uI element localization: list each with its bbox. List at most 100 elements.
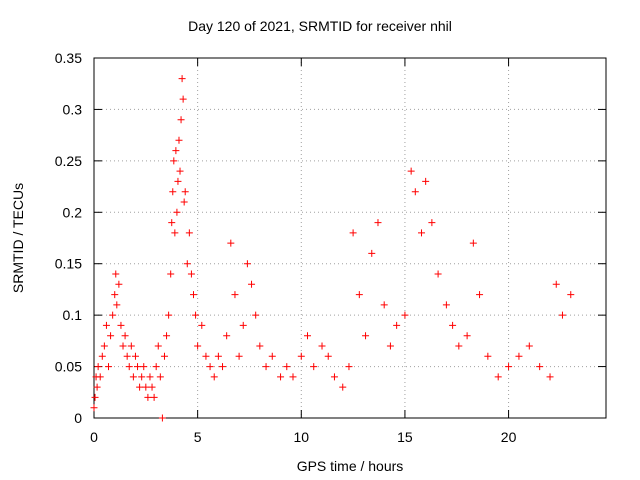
- data-point: [476, 291, 484, 299]
- data-point: [174, 177, 182, 185]
- data-point: [567, 291, 575, 299]
- data-point: [411, 188, 419, 196]
- x-tick-label: 10: [293, 429, 309, 445]
- data-point: [494, 373, 502, 381]
- y-tick-label: 0.35: [55, 50, 82, 66]
- data-point: [119, 342, 127, 350]
- data-point: [380, 301, 388, 309]
- data-point: [172, 147, 180, 155]
- plot-border: [93, 57, 607, 419]
- data-point: [434, 270, 442, 278]
- data-point: [136, 383, 144, 391]
- data-point: [289, 373, 297, 381]
- data-point: [304, 332, 312, 340]
- grid-lines: [94, 58, 606, 418]
- data-point: [536, 363, 544, 371]
- data-point: [401, 311, 409, 319]
- data-point: [558, 311, 566, 319]
- data-point: [355, 291, 363, 299]
- data-point: [455, 342, 463, 350]
- data-point: [422, 177, 430, 185]
- data-point: [248, 280, 256, 288]
- data-point: [192, 311, 200, 319]
- data-point: [362, 332, 370, 340]
- data-point: [463, 332, 471, 340]
- data-point: [90, 404, 98, 412]
- chart-title: Day 120 of 2021, SRMTID for receiver nhi…: [188, 18, 452, 34]
- data-point: [170, 157, 178, 165]
- data-point: [231, 291, 239, 299]
- data-point: [96, 373, 104, 381]
- data-point: [484, 352, 492, 360]
- data-point: [100, 342, 108, 350]
- y-tick-label: 0.3: [63, 101, 83, 117]
- y-tick-label: 0.1: [63, 307, 83, 323]
- data-point: [546, 373, 554, 381]
- data-point: [177, 116, 185, 124]
- data-point: [105, 363, 113, 371]
- data-point: [407, 167, 415, 175]
- data-point: [219, 363, 227, 371]
- data-point: [152, 363, 160, 371]
- data-point: [194, 342, 202, 350]
- data-point: [345, 363, 353, 371]
- data-point: [112, 270, 120, 278]
- data-point: [297, 352, 305, 360]
- x-tick-label: 5: [194, 429, 202, 445]
- data-point: [171, 229, 179, 237]
- data-point: [386, 342, 394, 350]
- data-point: [115, 280, 123, 288]
- data-point: [144, 393, 152, 401]
- data-point: [129, 373, 137, 381]
- data-point: [339, 383, 347, 391]
- data-point: [515, 352, 523, 360]
- data-point: [187, 270, 195, 278]
- y-tick-label: 0.2: [63, 204, 83, 220]
- axis-ticks: 0 0.05 0.1 0.15 0.2 0.25 0.3 0.35 0 5 10 15 20: [55, 50, 606, 445]
- data-point: [418, 229, 426, 237]
- data-point: [146, 373, 154, 381]
- data-point: [138, 373, 146, 381]
- data-point: [156, 373, 164, 381]
- y-tick-label: 0.05: [55, 359, 82, 375]
- data-point: [469, 239, 477, 247]
- data-point: [262, 363, 270, 371]
- data-point: [176, 167, 184, 175]
- data-point: [449, 321, 457, 329]
- data-point: [175, 136, 183, 144]
- data-point: [428, 219, 436, 227]
- data-point: [154, 342, 162, 350]
- data-point: [163, 332, 171, 340]
- data-point: [189, 291, 197, 299]
- data-point: [214, 352, 222, 360]
- data-point: [117, 321, 125, 329]
- data-point: [239, 321, 247, 329]
- data-point: [178, 75, 186, 83]
- data-point: [277, 373, 285, 381]
- data-point: [102, 321, 110, 329]
- data-point: [131, 352, 139, 360]
- data-point: [223, 332, 231, 340]
- data-point: [168, 219, 176, 227]
- x-axis-label: GPS time / hours: [296, 458, 404, 474]
- y-tick-label: 0.25: [55, 153, 82, 169]
- data-point: [113, 301, 121, 309]
- data-point: [442, 301, 450, 309]
- data-point: [165, 311, 173, 319]
- data-points: [90, 75, 575, 422]
- data-point: [552, 280, 560, 288]
- data-point: [318, 342, 326, 350]
- y-tick-label: 0.15: [55, 256, 82, 272]
- data-point: [169, 188, 177, 196]
- data-point: [525, 342, 533, 350]
- data-point: [243, 260, 251, 268]
- data-point: [310, 363, 318, 371]
- data-point: [180, 198, 188, 206]
- data-point: [107, 332, 115, 340]
- data-point: [167, 270, 175, 278]
- data-point: [98, 352, 106, 360]
- data-point: [235, 352, 243, 360]
- data-point: [206, 363, 214, 371]
- data-point: [185, 229, 193, 237]
- data-point: [125, 363, 133, 371]
